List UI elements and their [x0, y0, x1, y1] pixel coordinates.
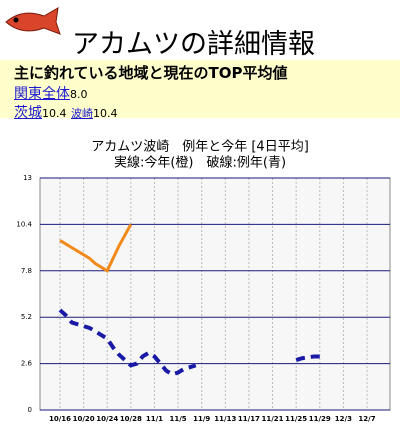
x-tick-label: 10/16: [49, 415, 71, 423]
region-value: 10.4: [42, 107, 67, 120]
x-tick-label: 10/20: [73, 415, 95, 423]
y-tick-label: 0: [28, 406, 32, 414]
y-tick-label: 10.4: [16, 220, 32, 228]
x-tick-label: 10/24: [96, 415, 118, 423]
x-tick-label: 12/3: [335, 415, 352, 423]
plot-area: [39, 177, 391, 411]
x-tick-label: 11/21: [262, 415, 284, 423]
y-tick-label: 13: [23, 174, 32, 182]
chart-title: アカムツ波崎 例年と今年 [4日平均]: [91, 139, 309, 155]
series-line: [59, 223, 133, 273]
y-tick-label: 5.2: [21, 313, 32, 321]
x-tick-label: 11/5: [169, 415, 186, 423]
chart: アカムツ波崎 例年と今年 [4日平均] 実線:今年(橙) 破線:例年(青) 10…: [16, 139, 391, 423]
x-tick-label: 11/1: [146, 415, 163, 423]
y-tick-label: 7.8: [21, 267, 32, 275]
region-box: 主に釣れている地域と現在のTOP平均値 関東全体8.0 茨城10.4 波崎10.…: [0, 60, 400, 121]
region-row: 関東全体8.0: [0, 85, 400, 104]
region-link[interactable]: 関東全体: [14, 86, 70, 102]
x-tick-label: 11/25: [285, 415, 307, 423]
page-title: アカムツの詳細情報: [72, 29, 315, 60]
x-tick-label: 11/29: [309, 415, 331, 423]
region-value: 8.0: [70, 88, 88, 101]
fish-icon: [5, 7, 61, 35]
region-heading: 主に釣れている地域と現在のTOP平均値: [14, 64, 288, 82]
x-tick-label: 11/13: [214, 415, 236, 423]
series-line: [58, 308, 320, 377]
x-tick-label: 11/9: [193, 415, 210, 423]
region-value: 10.4: [92, 107, 118, 120]
x-tick-label: 10/28: [120, 415, 142, 423]
region-link[interactable]: 波崎: [70, 107, 93, 120]
x-tick-label: 11/17: [238, 415, 260, 423]
chart-subtitle: 実線:今年(橙) 破線:例年(青): [114, 155, 286, 171]
region-link[interactable]: 茨城: [14, 105, 42, 121]
region-row: 茨城10.4 波崎10.4: [0, 104, 400, 123]
x-tick-label: 12/7: [358, 415, 375, 423]
y-tick-label: 2.6: [21, 360, 33, 368]
